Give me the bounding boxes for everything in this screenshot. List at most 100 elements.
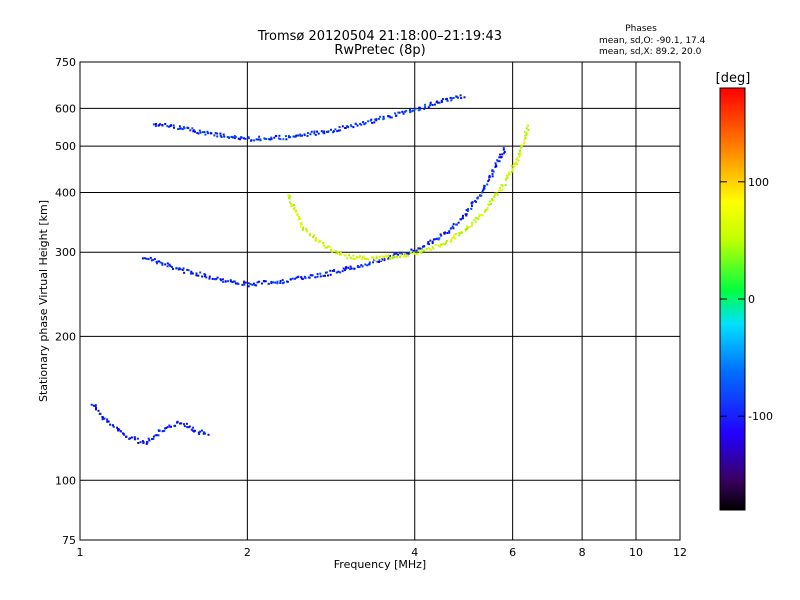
- echo-point: [279, 282, 282, 284]
- echo-point: [478, 213, 481, 216]
- echo-point: [429, 104, 432, 107]
- echo-point: [190, 270, 193, 273]
- echo-point: [461, 216, 464, 219]
- echo-point: [505, 174, 508, 177]
- y-tick-label: 300: [55, 246, 76, 259]
- echo-point: [300, 276, 303, 279]
- echo-point: [410, 248, 413, 251]
- echo-point: [136, 437, 139, 440]
- echo-point: [429, 248, 432, 251]
- echo-point: [437, 238, 440, 241]
- echo-point: [311, 274, 314, 277]
- echo-point: [289, 195, 292, 198]
- echo-point: [367, 120, 370, 123]
- echo-point: [155, 434, 158, 437]
- echo-point: [232, 280, 235, 283]
- echo-point: [198, 433, 201, 435]
- echo-point: [488, 178, 491, 181]
- data-points: [90, 94, 530, 445]
- echo-point: [285, 138, 288, 141]
- echo-point: [516, 163, 519, 166]
- echo-point: [356, 124, 359, 127]
- echo-point: [449, 96, 452, 99]
- echo-point: [234, 136, 237, 138]
- echo-point: [476, 196, 479, 199]
- echo-point: [179, 127, 182, 130]
- echo-point: [486, 207, 489, 210]
- echo-point: [298, 216, 300, 218]
- x-axis-label: Frequency [MHz]: [334, 558, 426, 571]
- echo-point: [387, 257, 390, 260]
- echo-point: [466, 210, 469, 212]
- echo-point: [92, 404, 95, 407]
- echo-point: [489, 203, 492, 205]
- echo-point: [111, 424, 114, 427]
- echo-point: [397, 253, 400, 256]
- echo-point: [331, 250, 334, 253]
- echo-point: [445, 241, 448, 244]
- echo-point: [169, 264, 172, 267]
- echo-point: [340, 253, 343, 256]
- echo-point: [478, 215, 481, 217]
- echo-point: [486, 183, 489, 186]
- echo-point: [492, 199, 495, 202]
- echo-point: [493, 195, 496, 198]
- echo-point: [515, 161, 517, 164]
- echo-point: [103, 417, 106, 420]
- echo-point: [507, 171, 510, 174]
- echo-point: [494, 162, 497, 165]
- echo-point: [183, 423, 185, 426]
- echo-point: [151, 438, 153, 440]
- echo-point: [487, 203, 490, 206]
- echo-point: [498, 156, 501, 159]
- echo-point: [158, 429, 161, 432]
- echo-point: [179, 268, 182, 271]
- echo-point: [173, 126, 175, 129]
- echo-point: [485, 208, 488, 211]
- echo-point: [296, 213, 299, 215]
- echo-point: [145, 443, 148, 445]
- echo-point: [315, 238, 318, 241]
- echo-point: [327, 274, 329, 277]
- echo-point: [457, 96, 459, 99]
- echo-point: [130, 436, 133, 439]
- echo-point: [367, 258, 370, 261]
- echo-point: [523, 141, 526, 144]
- echo-point: [180, 422, 183, 425]
- echo-point: [333, 269, 336, 271]
- echo-point: [289, 136, 292, 139]
- echo-point: [360, 264, 363, 267]
- x-tick-label: 4: [411, 546, 418, 559]
- echo-point: [370, 118, 373, 121]
- echo-point: [294, 277, 296, 280]
- y-tick-label: 75: [62, 534, 76, 547]
- echo-point: [252, 282, 255, 285]
- echo-point: [344, 269, 346, 272]
- echo-point: [517, 152, 520, 155]
- stats-line-o: mean, sd,O: -90.1, 17.4: [599, 36, 706, 46]
- grid-lines: [80, 62, 680, 540]
- echo-point: [381, 255, 384, 258]
- echo-point: [514, 163, 517, 166]
- echo-point: [419, 247, 422, 250]
- echo-point: [339, 271, 342, 274]
- echo-point: [465, 213, 468, 216]
- echo-point: [337, 129, 340, 132]
- echo-point: [296, 214, 299, 217]
- echo-point: [305, 230, 308, 233]
- echo-point: [504, 184, 507, 187]
- echo-point: [523, 138, 526, 141]
- echo-point: [437, 244, 440, 247]
- echo-point: [216, 135, 219, 138]
- echo-point: [328, 245, 331, 248]
- echo-point: [462, 214, 464, 217]
- echo-point: [382, 117, 385, 120]
- echo-point: [481, 214, 484, 217]
- echo-point: [265, 137, 267, 140]
- echo-point: [222, 133, 225, 136]
- echo-point: [276, 280, 279, 283]
- colorbar-tick-label: 100: [748, 176, 769, 189]
- echo-point: [313, 132, 316, 135]
- echo-point: [444, 231, 446, 234]
- echo-point: [332, 130, 335, 133]
